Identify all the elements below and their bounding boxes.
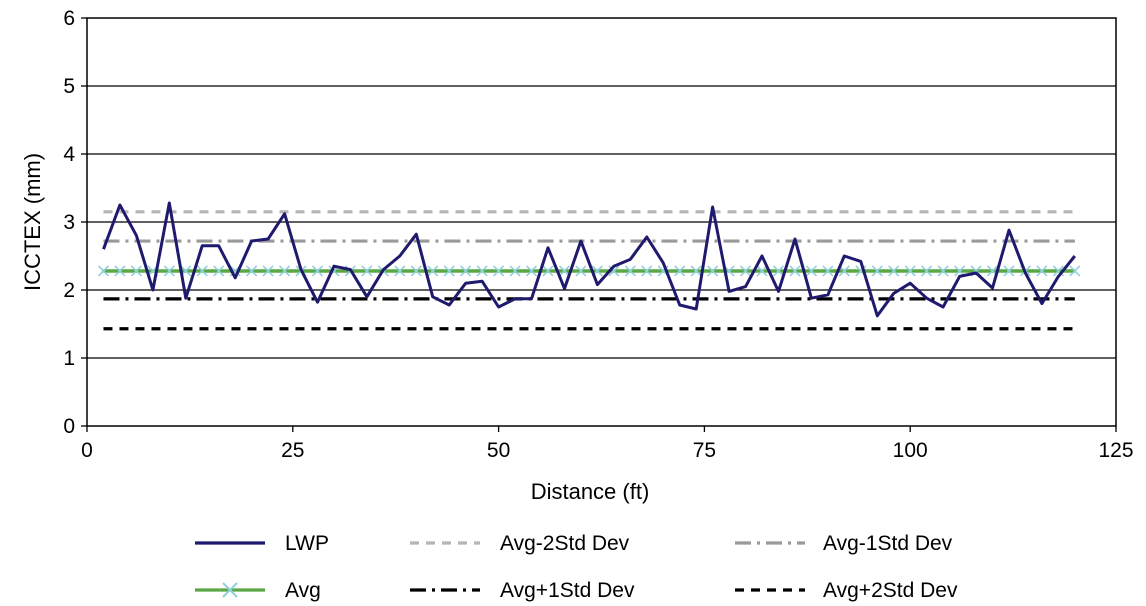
avg-point-marker — [772, 265, 785, 277]
y-tick-label: 6 — [63, 7, 75, 30]
x-tick-label: 125 — [1098, 439, 1133, 462]
avg-point-marker — [97, 265, 110, 277]
avg-series — [97, 265, 1081, 277]
x-tick-label: 75 — [693, 439, 716, 462]
lwp-series — [102, 201, 1076, 318]
avg-point-marker — [871, 265, 883, 277]
avg-point-marker — [394, 265, 406, 277]
legend-label-avg-2std-dev: Avg-2Std Dev — [500, 532, 630, 555]
x-tick-label: 100 — [893, 439, 928, 462]
x-tick-label: 25 — [281, 439, 304, 462]
avg-point-marker — [410, 265, 422, 277]
x-axis-title: Distance (ft) — [531, 479, 650, 504]
avg-point-marker — [262, 265, 274, 277]
avg-point-marker — [427, 265, 439, 277]
avg-point-marker — [789, 265, 801, 277]
avg-point-marker — [246, 265, 258, 277]
avg-point-marker — [575, 265, 587, 277]
legend-marker-avg — [222, 582, 238, 598]
avg-point-marker — [904, 265, 916, 277]
avg-point-marker — [690, 265, 702, 277]
x-tick-label: 0 — [81, 439, 93, 462]
legend-label-avg: Avg — [285, 579, 321, 602]
series-line-lwp — [102, 201, 1076, 318]
avg-point-marker — [542, 265, 554, 277]
avg-point-marker — [822, 265, 834, 277]
avg-point-marker — [279, 265, 291, 277]
avg-point-marker — [674, 265, 686, 277]
avg-point-marker — [114, 265, 126, 277]
avg-point-marker — [921, 265, 933, 277]
avg-point-marker — [1069, 265, 1081, 277]
y-tick-label: 5 — [63, 75, 75, 98]
legend-label-avg-1std-dev: Avg-1Std Dev — [823, 532, 953, 555]
avg-point-marker — [707, 265, 719, 277]
x-tick-labels: 0 25 50 75 100 125 — [81, 439, 1133, 462]
avg-point-marker — [1003, 265, 1015, 277]
avg-point-marker — [608, 265, 620, 277]
avg-point-marker — [937, 265, 949, 277]
avg-point-marker — [509, 265, 521, 277]
legend-label-avg-2std-dev: Avg+2Std Dev — [823, 579, 958, 602]
avg-point-marker — [739, 265, 752, 277]
avg-point-marker — [756, 265, 768, 277]
avg-point-marker — [213, 265, 225, 277]
avg-point-marker — [641, 265, 653, 277]
y-tick-label: 1 — [63, 347, 75, 370]
avg-point-marker — [888, 265, 900, 277]
avg-point-marker — [1036, 265, 1048, 277]
avg-point-marker — [443, 265, 455, 277]
avg-point-marker — [624, 265, 636, 277]
legend-label-lwp: LWP — [285, 532, 329, 555]
y-tick-label: 3 — [63, 211, 75, 234]
avg-point-marker — [361, 265, 373, 277]
y-tick-labels: 0 1 2 3 4 5 6 — [63, 7, 75, 438]
y-axis-title: ICCTEX (mm) — [20, 153, 45, 291]
avg-point-marker — [493, 265, 505, 277]
y-tick-label: 4 — [63, 143, 75, 166]
avg-point-marker — [805, 265, 817, 277]
reference-lines — [103, 210, 1075, 331]
x-tick-label: 50 — [487, 439, 510, 462]
y-tick-label: 0 — [63, 415, 75, 438]
avg-point-marker — [163, 265, 175, 277]
avg-point-marker — [130, 265, 142, 277]
avg-point-marker — [311, 265, 324, 277]
avg-point-marker — [525, 265, 538, 277]
legend: LWP Avg-2Std Dev Avg-1Std Dev Avg Avg+1Std D… — [195, 532, 958, 602]
gridlines — [81, 17, 1117, 432]
avg-point-marker — [558, 265, 571, 277]
y-tick-label: 2 — [63, 279, 75, 302]
avg-point-marker — [196, 265, 208, 277]
avg-point-marker — [460, 265, 472, 277]
legend-label-avg-1std-dev: Avg+1Std Dev — [500, 579, 635, 602]
avg-point-marker — [476, 265, 488, 277]
